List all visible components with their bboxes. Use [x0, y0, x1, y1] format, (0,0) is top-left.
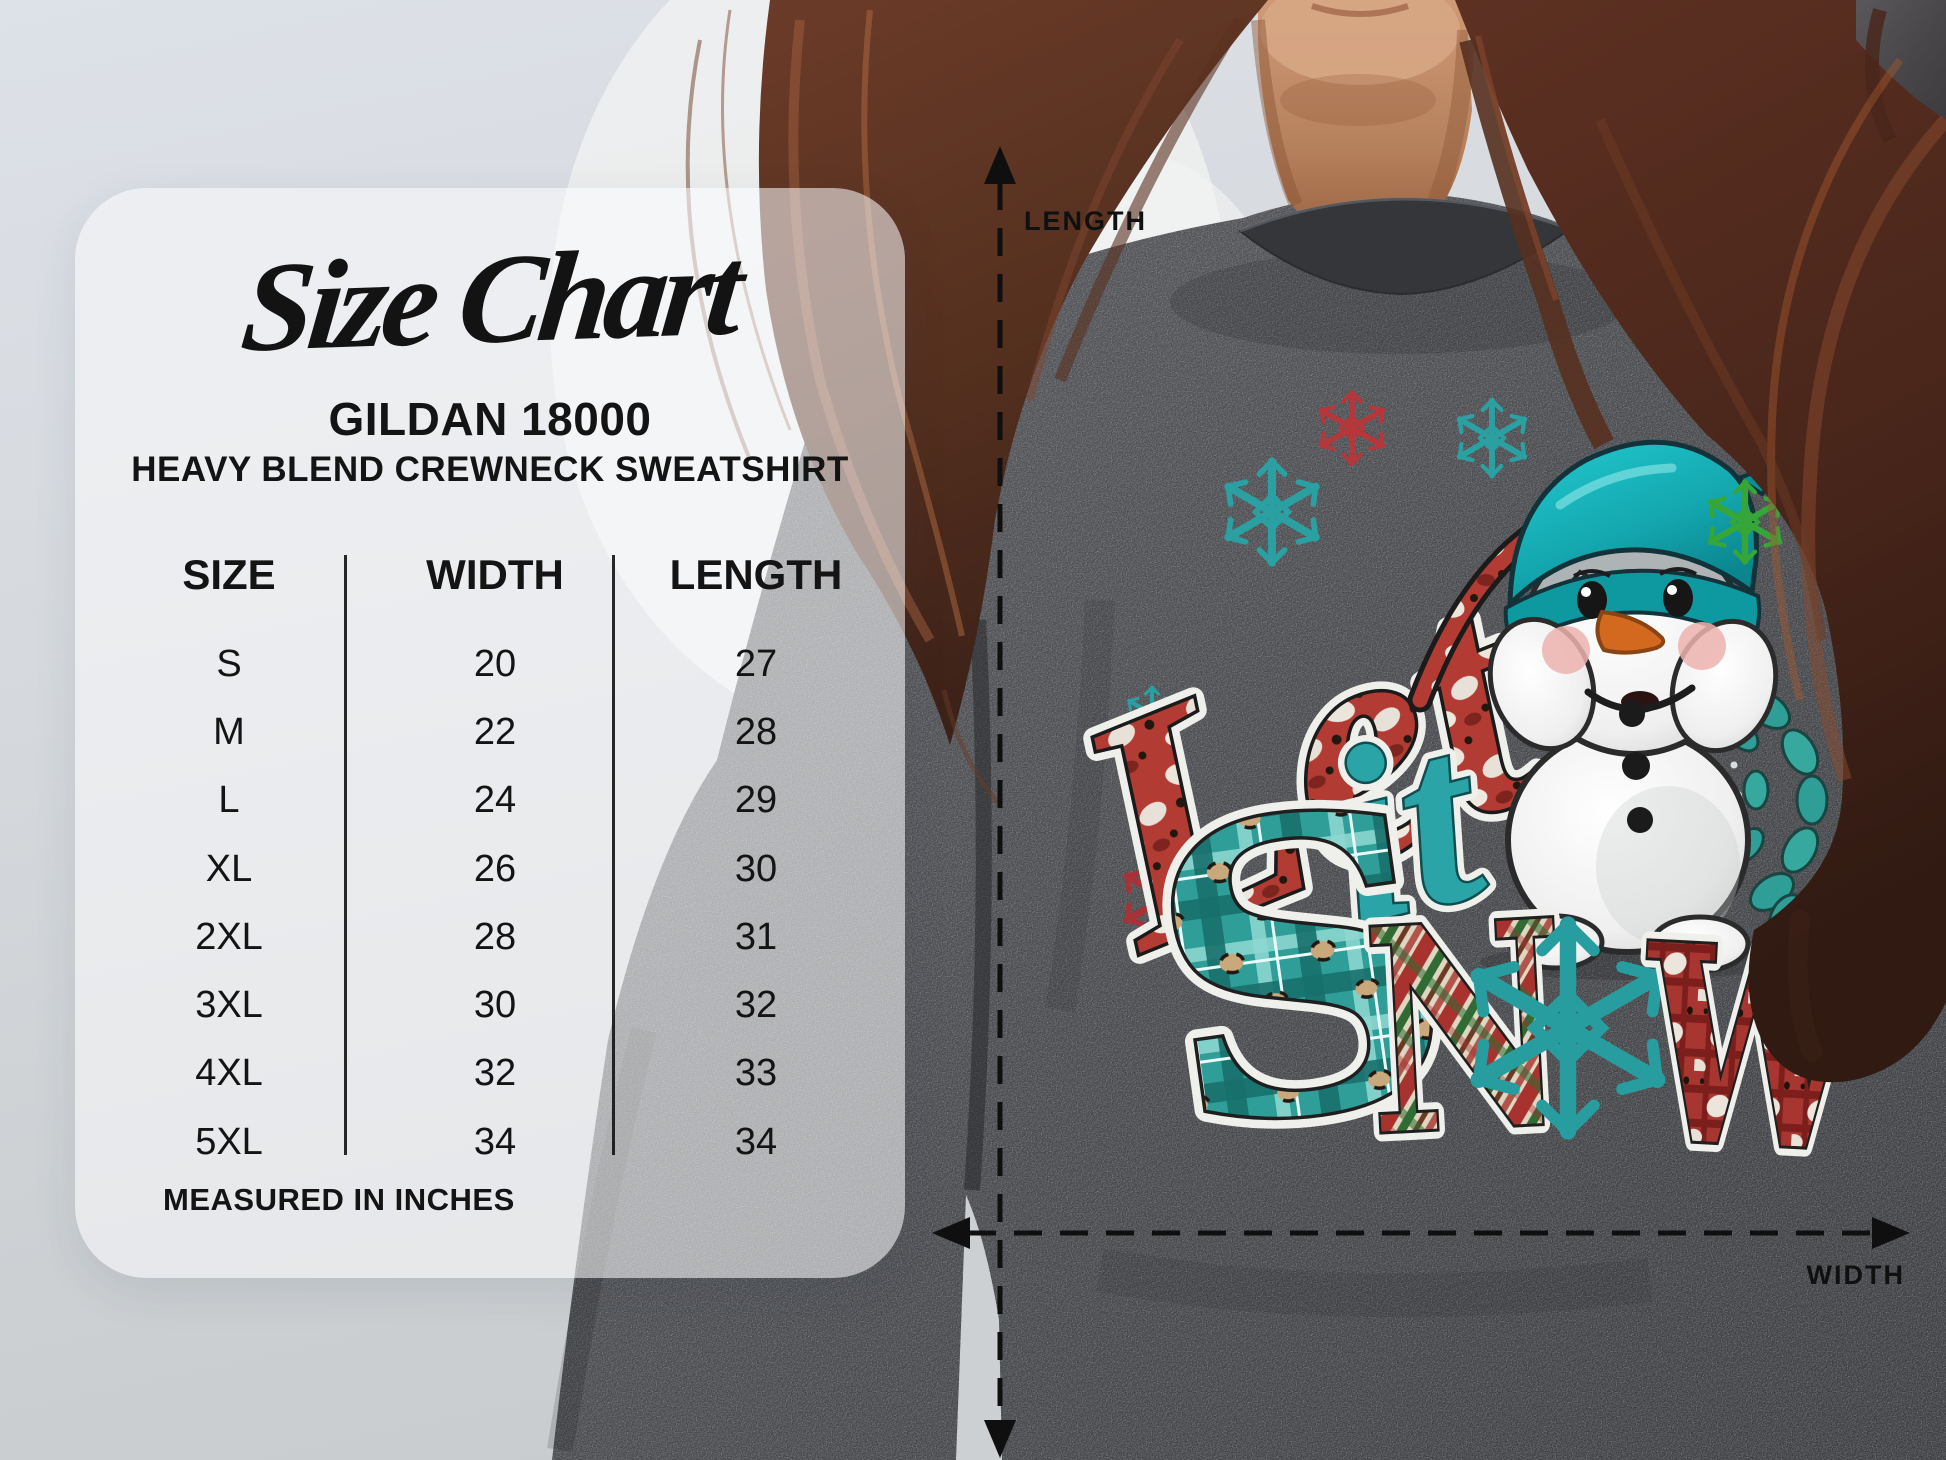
cell-length: 31: [734, 915, 778, 958]
size-table-row: 4XL 32 33: [91, 1040, 889, 1108]
cell-length: 28: [734, 710, 778, 753]
units-note: MEASURED IN INCHES: [163, 1182, 515, 1217]
cell-size: M: [213, 710, 245, 753]
column-header-size: SIZE: [182, 551, 276, 598]
cell-width: 28: [473, 915, 517, 958]
brand-name: GILDAN 18000: [328, 393, 652, 445]
size-table-row: 2XL 28 31: [91, 903, 889, 971]
cell-length: 30: [734, 847, 778, 890]
cell-width: 22: [473, 710, 517, 753]
snowman-button: [1619, 701, 1645, 727]
snowman-face: [1542, 567, 1726, 713]
size-chart-card: Size Chart GILDAN 18000 HEAVY BLEND CREW…: [75, 188, 905, 1278]
cell-size: XL: [205, 847, 253, 890]
svg-text:N: N: [1358, 860, 1575, 1199]
cell-size: 4XL: [195, 1052, 263, 1095]
cell-size: L: [218, 779, 240, 822]
page-title: Size Chart: [235, 219, 745, 379]
size-table-row: XL 26 30: [91, 835, 889, 903]
cell-width: 34: [473, 1120, 517, 1163]
size-table-row: L 24 29: [91, 767, 889, 835]
cell-size: 3XL: [195, 984, 263, 1027]
cell-length: 33: [734, 1052, 778, 1095]
cell-size: 5XL: [195, 1120, 263, 1163]
cell-width: 30: [473, 984, 517, 1027]
model-neck: [1251, 0, 1475, 249]
table-divider: [344, 555, 347, 1155]
size-table-row: 3XL 30 32: [91, 971, 889, 1039]
carrot-nose: [1595, 609, 1666, 655]
column-header-length: LENGTH: [669, 551, 843, 598]
size-table-header: SIZE WIDTH LENGTH: [91, 545, 889, 605]
size-table-row: S 20 27: [91, 630, 889, 698]
size-table: SIZE WIDTH LENGTH S 20 27 M 22 28: [91, 545, 889, 1176]
model-hair-right: [1455, 0, 1946, 1083]
width-label: WIDTH: [1806, 1260, 1905, 1290]
product-subtitle: HEAVY BLEND CREWNECK SWEATSHIRT: [131, 450, 849, 489]
letter-s: S: [1126, 716, 1477, 1222]
cell-width: 24: [473, 779, 517, 822]
size-table-rows: S 20 27 M 22 28 L 24 29: [91, 630, 889, 1176]
cell-width: 32: [473, 1052, 517, 1095]
cell-size: S: [216, 642, 242, 685]
cell-width: 26: [473, 847, 517, 890]
size-table-row: M 22 28: [91, 698, 889, 766]
length-label: LENGTH: [1024, 206, 1147, 236]
cell-length: 29: [734, 779, 778, 822]
size-table-row: 5XL 34 34: [91, 1108, 889, 1176]
letter-n: N: [1358, 860, 1575, 1199]
arm-crease: [964, 619, 992, 1191]
table-divider: [612, 555, 615, 1155]
cell-length: 34: [734, 1120, 778, 1163]
snowman-button: [1622, 752, 1650, 780]
snowman: [1480, 426, 1829, 980]
column-header-width: WIDTH: [426, 551, 564, 598]
lip-shadow: [1311, 3, 1409, 17]
cell-length: 27: [734, 642, 778, 685]
cell-width: 20: [473, 642, 517, 685]
snowman-right-foot: [1649, 914, 1751, 974]
background-gap: [956, 1195, 1002, 1460]
snowman-button: [1627, 807, 1653, 833]
hair-strand-neck: [1459, 37, 1614, 450]
cell-size: 2XL: [195, 915, 263, 958]
cell-length: 32: [734, 984, 778, 1027]
